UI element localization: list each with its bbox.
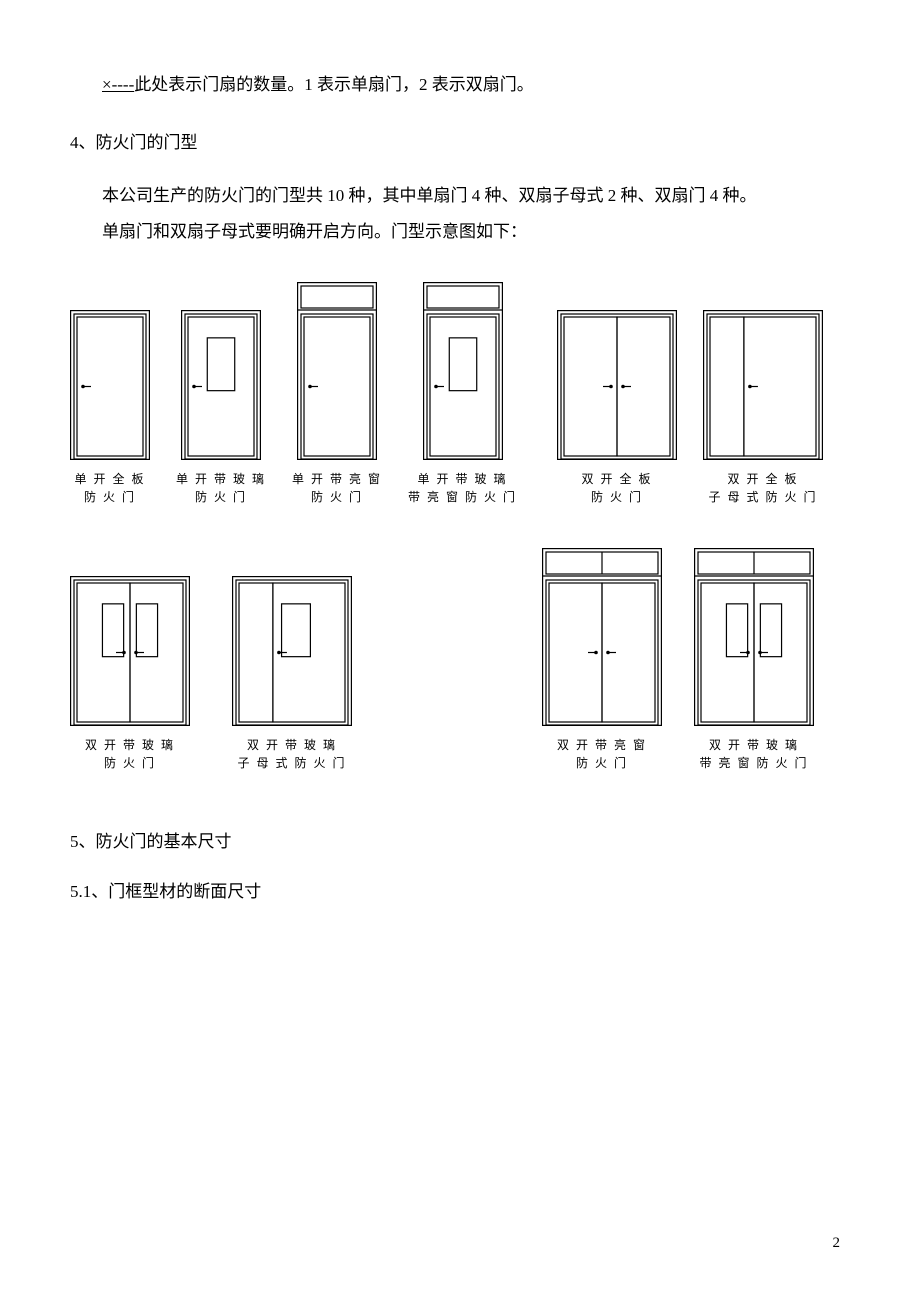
line1-rest: 此处表示门扇的数量。1 表示单扇门，2 表示双扇门。	[134, 75, 534, 94]
body-4b: 单扇门和双扇子母式要明确开启方向。门型示意图如下：	[102, 214, 850, 250]
door-diagram	[694, 546, 814, 726]
line-doorcount-note: ×----此处表示门扇的数量。1 表示单扇门，2 表示双扇门。	[102, 70, 850, 100]
door-diagram	[70, 280, 150, 460]
door-diagram	[70, 546, 190, 726]
door-row-2: 双 开 带 玻 璃防 火 门 双 开 带 玻 璃子 母 式 防 火 门 双 开 带 …	[70, 546, 850, 772]
door-cell: 双 开 全 板子 母 式 防 火 门	[703, 280, 823, 506]
x-underline: ×----	[102, 75, 134, 94]
door-diagram	[232, 546, 352, 726]
door-label: 单 开 带 亮 窗防 火 门	[292, 470, 382, 506]
door-cell: 单 开 带 玻 璃带 亮 窗 防 火 门	[408, 280, 517, 506]
body-4a: 本公司生产的防火门的门型共 10 种，其中单扇门 4 种、双扇子母式 2 种、双…	[102, 178, 850, 214]
door-label: 双 开 全 板防 火 门	[582, 470, 653, 506]
door-label: 双 开 全 板子 母 式 防 火 门	[709, 470, 818, 506]
door-label: 双 开 带 玻 璃带 亮 窗 防 火 门	[699, 736, 808, 772]
page-number: 2	[833, 1235, 841, 1252]
door-label: 单 开 带 玻 璃带 亮 窗 防 火 门	[408, 470, 517, 506]
door-cell: 单 开 带 亮 窗防 火 门	[292, 280, 382, 506]
door-diagram	[542, 546, 662, 726]
heading-5: 5、防火门的基本尺寸	[70, 827, 850, 857]
door-label: 双 开 带 玻 璃防 火 门	[85, 736, 175, 772]
door-label: 单 开 全 板防 火 门	[74, 470, 145, 506]
door-cell: 双 开 带 玻 璃带 亮 窗 防 火 门	[694, 546, 814, 772]
door-diagram	[703, 280, 823, 460]
door-cell: 单 开 全 板防 火 门	[70, 280, 150, 506]
heading-4: 4、防火门的门型	[70, 128, 850, 158]
door-label: 双 开 带 亮 窗防 火 门	[557, 736, 647, 772]
door-cell: 双 开 全 板防 火 门	[557, 280, 677, 506]
door-row-1: 单 开 全 板防 火 门单 开 带 玻 璃防 火 门单 开 带 亮 窗防 火 门…	[70, 280, 850, 506]
door-diagram	[297, 280, 377, 460]
heading-5-1: 5.1、门框型材的断面尺寸	[70, 877, 850, 907]
door-label: 双 开 带 玻 璃子 母 式 防 火 门	[237, 736, 346, 772]
door-diagram	[181, 280, 261, 460]
door-cell: 单 开 带 玻 璃防 火 门	[176, 280, 266, 506]
door-label: 单 开 带 玻 璃防 火 门	[176, 470, 266, 506]
door-cell: 双 开 带 玻 璃防 火 门	[70, 546, 190, 772]
door-diagram	[423, 280, 503, 460]
door-cell: 双 开 带 玻 璃子 母 式 防 火 门	[232, 546, 352, 772]
door-grid: 单 开 全 板防 火 门单 开 带 玻 璃防 火 门单 开 带 亮 窗防 火 门…	[70, 280, 850, 772]
door-diagram	[557, 280, 677, 460]
door-cell: 双 开 带 亮 窗防 火 门	[542, 546, 662, 772]
